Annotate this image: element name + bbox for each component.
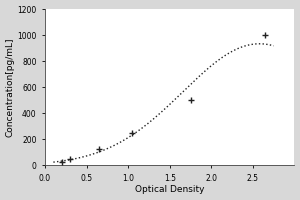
X-axis label: Optical Density: Optical Density [135,185,205,194]
Y-axis label: Concentration[pg/mL]: Concentration[pg/mL] [6,37,15,137]
